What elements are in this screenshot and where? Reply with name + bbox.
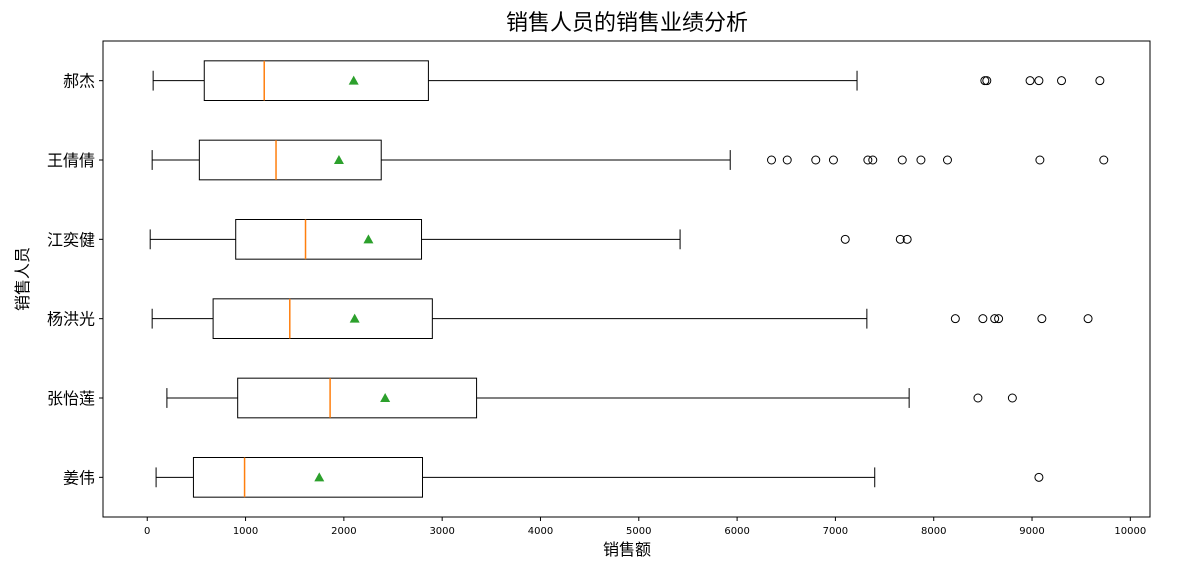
box bbox=[203, 60, 429, 101]
outlier-point bbox=[1099, 155, 1109, 165]
outlier-point bbox=[868, 155, 878, 165]
x-tick-label: 1000 bbox=[233, 526, 258, 537]
outlier-point bbox=[942, 155, 952, 165]
outlier-point bbox=[950, 314, 960, 324]
outlier-point bbox=[916, 155, 926, 165]
y-tick-label: 王倩倩 bbox=[47, 151, 95, 170]
outlier-point bbox=[782, 155, 792, 165]
mean-marker bbox=[348, 75, 359, 85]
plot-frame bbox=[102, 40, 1151, 518]
y-tick-label: 郝杰 bbox=[63, 72, 95, 91]
outlier-point bbox=[1083, 314, 1093, 324]
x-tick-label: 10000 bbox=[1114, 526, 1146, 537]
box-series bbox=[149, 60, 1109, 498]
mean-marker bbox=[314, 472, 325, 482]
outlier-point bbox=[1057, 76, 1067, 86]
outlier-point bbox=[897, 155, 907, 165]
y-tick-label: 杨洪光 bbox=[47, 310, 95, 329]
x-tick-label: 0 bbox=[144, 526, 150, 537]
outlier-point bbox=[973, 393, 983, 403]
box-group bbox=[166, 377, 1017, 419]
outlier-point bbox=[902, 234, 912, 244]
x-tick-label: 7000 bbox=[823, 526, 848, 537]
box bbox=[192, 457, 424, 498]
outlier-point bbox=[994, 314, 1004, 324]
x-tick-label: 9000 bbox=[1019, 526, 1044, 537]
outlier-point bbox=[990, 314, 1000, 324]
box-group bbox=[149, 219, 912, 260]
box-group bbox=[151, 139, 1109, 181]
y-tick-label: 江奕健 bbox=[47, 230, 95, 249]
outlier-point bbox=[1034, 472, 1044, 482]
outlier-point bbox=[1034, 76, 1044, 86]
mean-marker bbox=[363, 234, 374, 244]
outlier-point bbox=[980, 76, 990, 86]
box bbox=[237, 377, 478, 419]
outlier-point bbox=[1037, 314, 1047, 324]
box bbox=[198, 139, 382, 181]
outlier-point bbox=[978, 314, 988, 324]
y-axis: 姜伟 张怡莲 杨洪光 江奕健 王倩倩 郝杰 bbox=[47, 72, 103, 487]
outlier-point bbox=[1025, 76, 1035, 86]
x-tick-label: 4000 bbox=[528, 526, 553, 537]
outlier-point bbox=[863, 155, 873, 165]
outlier-point bbox=[828, 155, 838, 165]
chart-title: 销售人员的销售业绩分析 bbox=[506, 11, 748, 36]
x-axis-label: 销售额 bbox=[603, 540, 651, 559]
outlier-point bbox=[1095, 76, 1105, 86]
box-group bbox=[152, 60, 1105, 101]
outlier-point bbox=[895, 234, 905, 244]
outlier-point bbox=[1007, 393, 1017, 403]
y-tick-label: 姜伟 bbox=[63, 468, 95, 487]
x-tick-label: 5000 bbox=[626, 526, 651, 537]
outlier-point bbox=[767, 155, 777, 165]
y-axis-label: 销售人员 bbox=[13, 247, 32, 311]
box bbox=[212, 298, 433, 340]
mean-marker bbox=[333, 155, 344, 164]
outlier-point bbox=[1035, 155, 1045, 165]
outlier-point bbox=[982, 76, 992, 86]
box-group bbox=[151, 298, 1093, 340]
y-tick-label: 张怡莲 bbox=[47, 389, 95, 408]
x-tick-label: 3000 bbox=[429, 526, 454, 537]
outlier-point bbox=[811, 155, 821, 165]
mean-marker bbox=[380, 393, 391, 402]
x-axis: 0 1000 2000 3000 4000 5000 6000 7000 8000 9000 100… bbox=[144, 517, 1146, 537]
x-tick-label: 6000 bbox=[724, 526, 749, 537]
box-group bbox=[155, 457, 1044, 498]
mean-marker bbox=[349, 313, 360, 323]
box bbox=[235, 219, 423, 260]
outlier-point bbox=[840, 234, 850, 244]
x-tick-label: 8000 bbox=[921, 526, 946, 537]
x-tick-label: 2000 bbox=[331, 526, 356, 537]
